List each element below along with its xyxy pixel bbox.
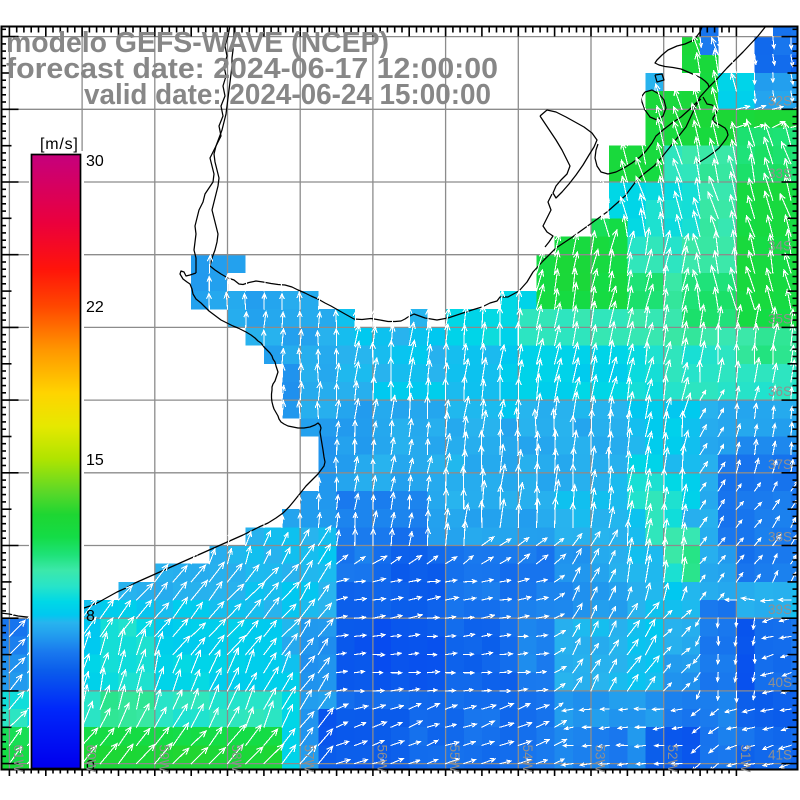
svg-text:modelo GEFS-WAVE (NCEP): modelo GEFS-WAVE (NCEP) [6,27,389,59]
svg-text:33S: 33S [768,166,792,181]
svg-text:34S: 34S [768,239,792,254]
svg-text:53W: 53W [593,745,608,773]
svg-text:valid date: 2024-06-24 15:00:0: valid date: 2024-06-24 15:00:00 [84,79,491,111]
svg-text:35S: 35S [768,311,792,326]
svg-text:60W: 60W [84,745,99,773]
svg-text:54W: 54W [520,745,535,773]
svg-text:40S: 40S [768,675,792,690]
svg-text:22: 22 [86,299,104,316]
svg-text:41S: 41S [768,748,792,763]
svg-text:8: 8 [86,608,95,625]
svg-text:56W: 56W [374,745,389,773]
svg-text:32S: 32S [768,93,792,108]
svg-text:52W: 52W [665,745,680,773]
svg-text:37S: 37S [768,457,792,472]
svg-text:[m/s]: [m/s] [40,136,79,153]
svg-text:51W: 51W [738,745,753,773]
svg-text:55W: 55W [447,745,462,773]
svg-text:forecast date: 2024-06-17 12:0: forecast date: 2024-06-17 12:00:00 [6,53,498,85]
svg-text:38S: 38S [768,530,792,545]
svg-text:15: 15 [86,452,104,469]
svg-text:59W: 59W [156,745,171,773]
svg-text:39S: 39S [768,602,792,617]
svg-text:0: 0 [86,758,95,775]
svg-text:36S: 36S [768,384,792,399]
svg-text:58W: 58W [229,745,244,773]
svg-text:61W: 61W [11,745,26,773]
svg-text:57W: 57W [302,745,317,773]
svg-text:30: 30 [86,153,104,170]
